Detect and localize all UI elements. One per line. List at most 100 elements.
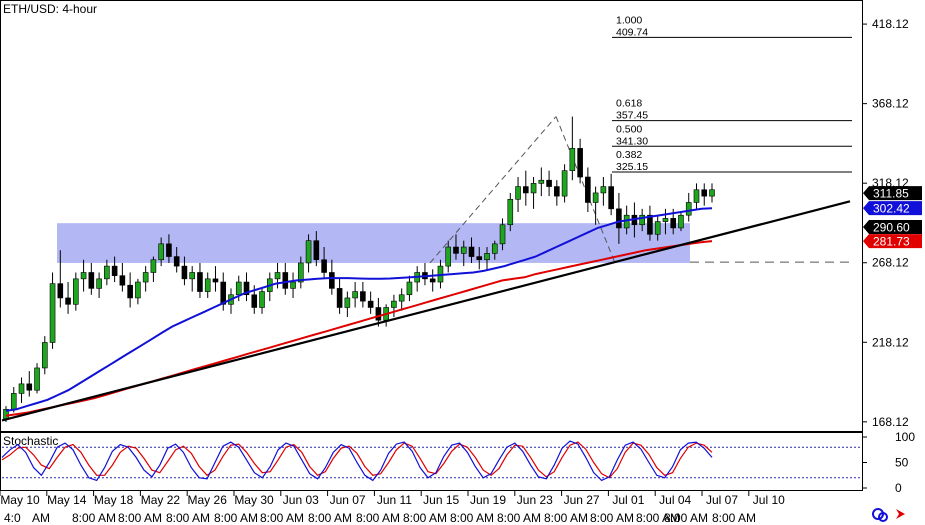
candle-body <box>592 192 599 203</box>
candle-body <box>445 246 452 267</box>
candle-body <box>647 214 653 235</box>
price-tag-bg <box>863 186 922 201</box>
fib-ratio: 0.618 <box>616 98 642 110</box>
candle-body <box>685 202 692 216</box>
x-time-label: 4:0 <box>4 511 21 525</box>
candle-body <box>220 281 227 305</box>
x-date-label: Jun 19 <box>470 493 506 507</box>
price-panel-frame <box>0 0 863 432</box>
x-time-label: 8:00 AM <box>308 511 352 525</box>
candle-body <box>88 272 95 289</box>
candle-body <box>398 294 405 302</box>
candle-body <box>429 278 436 283</box>
close-icon[interactable] <box>896 509 905 519</box>
price-tag-bg <box>863 234 922 249</box>
candle-body <box>460 246 467 254</box>
x-time-label: 8:00 AM <box>214 511 258 525</box>
price-tag-label: 311.85 <box>873 187 909 201</box>
candle-body <box>111 265 118 276</box>
stochastic-oscillator <box>1 440 862 482</box>
fib-ratio: 1.000 <box>616 14 642 26</box>
x-time-label: 8:00 AM <box>72 511 116 525</box>
candle-body <box>282 272 289 289</box>
stochastic-tick-label: 50 <box>895 456 909 470</box>
candle-body <box>391 300 397 308</box>
candle-body <box>701 189 708 197</box>
candle-body <box>26 383 33 391</box>
candle-body <box>49 283 56 343</box>
x-date-label: Jun 15 <box>423 493 459 507</box>
candle-body <box>530 183 537 194</box>
x-date-label: Jun 23 <box>517 493 553 507</box>
swing-dashed-lines <box>429 116 616 264</box>
candle-body <box>73 278 79 305</box>
candle-body <box>259 291 265 308</box>
x-time-label: AM <box>32 511 50 525</box>
candle-body <box>127 284 133 299</box>
candle-body <box>34 367 40 391</box>
price-tag-label: 281.73 <box>873 235 910 249</box>
candle-body <box>321 259 327 273</box>
candle-body <box>251 294 258 308</box>
x-time-label: 8:00 AM <box>260 511 304 525</box>
candle-body <box>158 243 164 261</box>
candle-body <box>406 281 413 296</box>
stochastic-label: Stochastic <box>3 434 58 448</box>
candle-body <box>344 297 351 308</box>
candle-body <box>600 186 607 194</box>
candle-body <box>561 170 568 197</box>
y-tick-label: 218.12 <box>872 335 909 349</box>
x-date-label: Jul 01 <box>612 493 644 507</box>
candle-body <box>290 281 296 289</box>
stochastic-d-line <box>1 441 713 479</box>
candle-body <box>515 186 521 200</box>
candle-body <box>150 259 157 273</box>
candle-body <box>523 186 529 194</box>
stochastic-label-bg <box>1 433 58 449</box>
stochastic-y-axis: 100 50 0 <box>862 430 915 495</box>
x-date-label: May 14 <box>47 493 87 507</box>
fib-ratio: 0.382 <box>616 149 642 161</box>
x-time-label: 8:00 AM <box>403 511 447 525</box>
candlesticks <box>3 116 715 423</box>
candle-body <box>313 240 320 261</box>
candle-body <box>476 256 483 261</box>
candle-body <box>375 307 382 321</box>
x-time-label: 8:00 AM <box>544 511 588 525</box>
candle-body <box>189 272 195 280</box>
candle-body <box>142 272 149 283</box>
fib-ratio: 0.500 <box>616 123 642 135</box>
candle-body <box>639 214 645 226</box>
candle-body <box>336 288 343 308</box>
candle-body <box>235 281 242 296</box>
fib-price: 325.15 <box>616 161 648 173</box>
fib-price: 409.74 <box>616 26 648 38</box>
fib-price: 341.30 <box>616 135 648 147</box>
candle-body <box>274 272 281 280</box>
candle-body <box>709 189 715 197</box>
candle-body <box>468 246 475 257</box>
swing-up-line <box>429 116 557 264</box>
price-tag-bg <box>863 201 922 216</box>
candle-body <box>18 383 25 394</box>
candle-body <box>499 224 506 245</box>
candle-body <box>329 272 335 289</box>
refresh-icon[interactable] <box>872 508 888 522</box>
price-tag-label: 290.60 <box>873 220 910 234</box>
y-tick-label: 268.12 <box>872 256 909 270</box>
x-time-label: 8:00 AM <box>664 511 708 525</box>
price-tag-label: 302.42 <box>873 202 910 216</box>
x-date-label: May 30 <box>234 493 274 507</box>
candle-body <box>65 297 71 305</box>
ascending-trendline <box>1 200 851 422</box>
x-date-label: May 10 <box>0 493 40 507</box>
x-date-label: May 18 <box>94 493 134 507</box>
x-time-label: 8:00 AM <box>712 511 756 525</box>
x-date-label: Jul 04 <box>659 493 691 507</box>
x-date-label: Jun 11 <box>377 493 412 507</box>
candle-body <box>243 281 250 296</box>
x-time-label: 8:00 AM <box>636 511 680 525</box>
x-time-label: 8:00 AM <box>450 511 494 525</box>
